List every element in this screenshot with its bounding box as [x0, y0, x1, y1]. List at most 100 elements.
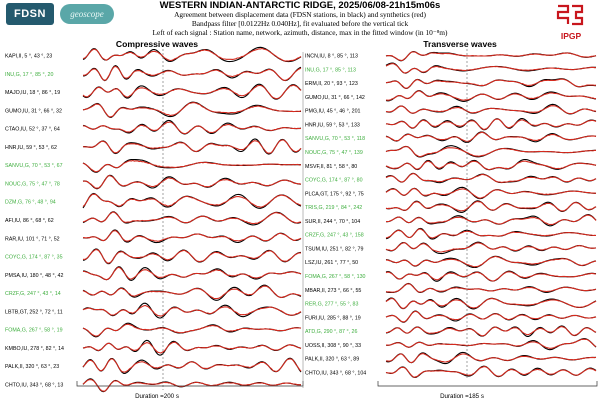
trace-row: PMSA,IU, 180 °, 48 °, 42: [5, 266, 302, 281]
station-label: LSZ,IU, 261 °, 77 °, 50: [305, 260, 358, 266]
synthetic-trace: [82, 139, 302, 154]
synthetic-trace: [385, 297, 597, 309]
station-label: ERM,II, 20 °, 93 °, 123: [305, 81, 358, 87]
data-trace: [82, 158, 301, 173]
station-label: CTAO,IU, 52 °, 37 °, 64: [5, 127, 60, 133]
trace-row: COYC,G, 174 °, 87 °, 80: [305, 172, 597, 184]
chart-subtitle-1: Agreement between displacement data (FDS…: [174, 10, 426, 19]
station-label: PMG,IU, 45 °, 46 °, 201: [305, 109, 361, 115]
data-trace: [385, 62, 596, 74]
trace-row: KAPI,II, 5 °, 43 °, 23: [5, 46, 302, 63]
synthetic-trace: [82, 249, 302, 264]
trace-row: NOUC,G, 75 °, 47 °, 78: [5, 174, 302, 190]
synthetic-trace: [385, 78, 597, 89]
synthetic-trace: [82, 175, 302, 189]
synthetic-trace: [82, 159, 302, 173]
synthetic-trace: [82, 266, 302, 281]
trace-row: TRIS,G, 219 °, 84 °, 242: [305, 200, 597, 213]
synthetic-trace: [82, 47, 302, 62]
trace-row: MSVF,II, 81 °, 58 °, 80: [305, 158, 597, 171]
synthetic-trace: [385, 172, 597, 183]
synthetic-trace: [82, 323, 301, 337]
synthetic-trace: [82, 193, 302, 208]
chart-subtitle-3: Left of each signal : Station name, netw…: [152, 28, 448, 37]
station-label: TSUM,IU, 251 °, 82 °, 79: [305, 246, 363, 252]
station-label: FURI,IU, 285 °, 88 °, 19: [305, 315, 361, 321]
trace-row: RAR,IU, 101 °, 71 °, 52: [5, 229, 302, 244]
data-trace: [82, 46, 302, 63]
station-label: COYC,G, 174 °, 87 °, 35: [5, 255, 63, 261]
station-label: FOMA,G, 267 °, 58 °, 19: [5, 328, 63, 334]
trace-row: GUMO,IU, 31 °, 66 °, 32: [5, 101, 302, 118]
data-trace: [385, 103, 597, 115]
trace-row: NOUC,G, 75 °, 47 °, 139: [305, 145, 596, 158]
trace-row: RER,G, 277 °, 55 °, 83: [305, 297, 597, 310]
station-label: HNR,IU, 59 °, 53 °, 133: [305, 122, 360, 128]
trace-row: PLCA,GT, 175 °, 92 °, 75: [305, 186, 597, 200]
data-trace: [82, 174, 302, 190]
station-label: RER,G, 277 °, 55 °, 83: [305, 302, 358, 308]
trace-row: HNR,IU, 59 °, 53 °, 62: [5, 138, 302, 155]
station-label: PLCA,GT, 175 °, 92 °, 75: [305, 191, 364, 197]
trace-row: SANVU,G, 70 °, 53 °, 118: [305, 131, 597, 144]
data-trace: [82, 64, 302, 82]
station-label: MBAR,II, 273 °, 66 °, 55: [305, 288, 361, 294]
station-label: FOMA,G, 267 °, 58 °, 130: [305, 274, 366, 280]
synthetic-trace: [82, 121, 302, 135]
trace-row: KMBO,IU, 278 °, 82 °, 14: [5, 339, 302, 356]
data-trace: [386, 214, 597, 227]
chart-subtitle-2: Bandpass filter [0.0122Hz 0.040Hz], fit …: [191, 19, 409, 28]
station-label: HNR,IU, 59 °, 53 °, 62: [5, 145, 57, 151]
synthetic-trace: [385, 160, 597, 171]
station-label: LBTB,GT, 252 °, 72 °, 11: [5, 309, 63, 315]
synthetic-trace: [385, 214, 597, 226]
synthetic-trace: [386, 255, 597, 268]
duration-label: Duration =185 s: [440, 393, 484, 400]
trace-row: GUMO,IU, 31 °, 66 °, 142: [305, 90, 597, 102]
data-trace: [385, 241, 597, 255]
trace-row: INU,G, 17 °, 85 °, 20: [5, 64, 302, 82]
station-label: DZM,G, 76 °, 48 °, 94: [5, 200, 56, 206]
chart-header: WESTERN INDIAN-ANTARCTIC RIDGE, 2025/06/…: [0, 0, 600, 42]
station-label: NOUC,G, 75 °, 47 °, 78: [5, 181, 60, 187]
chart-title: WESTERN INDIAN-ANTARCTIC RIDGE, 2025/06/…: [159, 0, 441, 11]
station-label: SANVU,G, 70 °, 53 °, 67: [5, 163, 63, 169]
synthetic-trace: [386, 326, 597, 337]
trace-row: MBAR,II, 273 °, 66 °, 55: [305, 282, 597, 294]
trace-row: UOSS,II, 308 °, 90 °, 33: [305, 338, 597, 351]
trace-row: MAJO,IU, 18 °, 86 °, 19: [5, 83, 302, 100]
station-label: MAJO,IU, 18 °, 86 °, 19: [5, 90, 60, 96]
station-label: GUMO,IU, 31 °, 66 °, 142: [305, 95, 365, 101]
station-label: INU,G, 17 °, 85 °, 20: [5, 72, 53, 78]
synthetic-trace: [385, 283, 597, 293]
station-label: KAPI,II, 5 °, 43 °, 23: [5, 54, 52, 60]
trace-row: LSZ,IU, 261 °, 77 °, 50: [305, 255, 597, 269]
synthetic-trace: [82, 304, 302, 317]
synthetic-trace: [82, 211, 302, 225]
data-trace: [385, 158, 597, 171]
trace-row: FOMA,G, 267 °, 58 °, 130: [305, 270, 597, 282]
station-label: NOUC,G, 75 °, 47 °, 139: [305, 150, 363, 156]
station-label: PMSA,IU, 180 °, 48 °, 42: [5, 273, 63, 279]
synthetic-trace: [82, 358, 302, 373]
station-label: CRZF,G, 247 °, 43 °, 14: [5, 291, 61, 297]
synthetic-trace: [386, 338, 597, 349]
trace-row: CRZF,G, 247 °, 43 °, 158: [305, 227, 597, 240]
station-label: SANVU,G, 70 °, 53 °, 118: [305, 136, 365, 142]
seismogram-panel: Transverse waves INCN,IU, 8 °, 85 °, 113 I…: [305, 39, 598, 400]
trace-row: HNR,IU, 59 °, 53 °, 133: [305, 117, 597, 131]
trace-row: PMG,IU, 45 °, 46 °, 201: [305, 103, 597, 115]
trace-row: CHTO,IU, 343 °, 68 °, 104: [305, 365, 597, 379]
panel-title: Transverse waves: [423, 39, 497, 49]
trace-row: AFI,IU, 86 °, 68 °, 62: [5, 211, 302, 226]
station-label: INCN,IU, 8 °, 85 °, 113: [305, 54, 358, 60]
data-trace: [385, 186, 596, 200]
trace-row: COYC,G, 174 °, 87 °, 35: [5, 248, 302, 265]
synthetic-trace: [385, 366, 597, 378]
trace-row: FOMA,G, 267 °, 58 °, 19: [5, 322, 302, 338]
station-label: RAR,IU, 101 °, 71 °, 52: [5, 236, 60, 242]
synthetic-trace: [82, 230, 302, 242]
station-label: UOSS,II, 308 °, 90 °, 33: [305, 343, 361, 349]
trace-row: CHTO,IU, 343 °, 68 °, 13: [5, 378, 302, 393]
